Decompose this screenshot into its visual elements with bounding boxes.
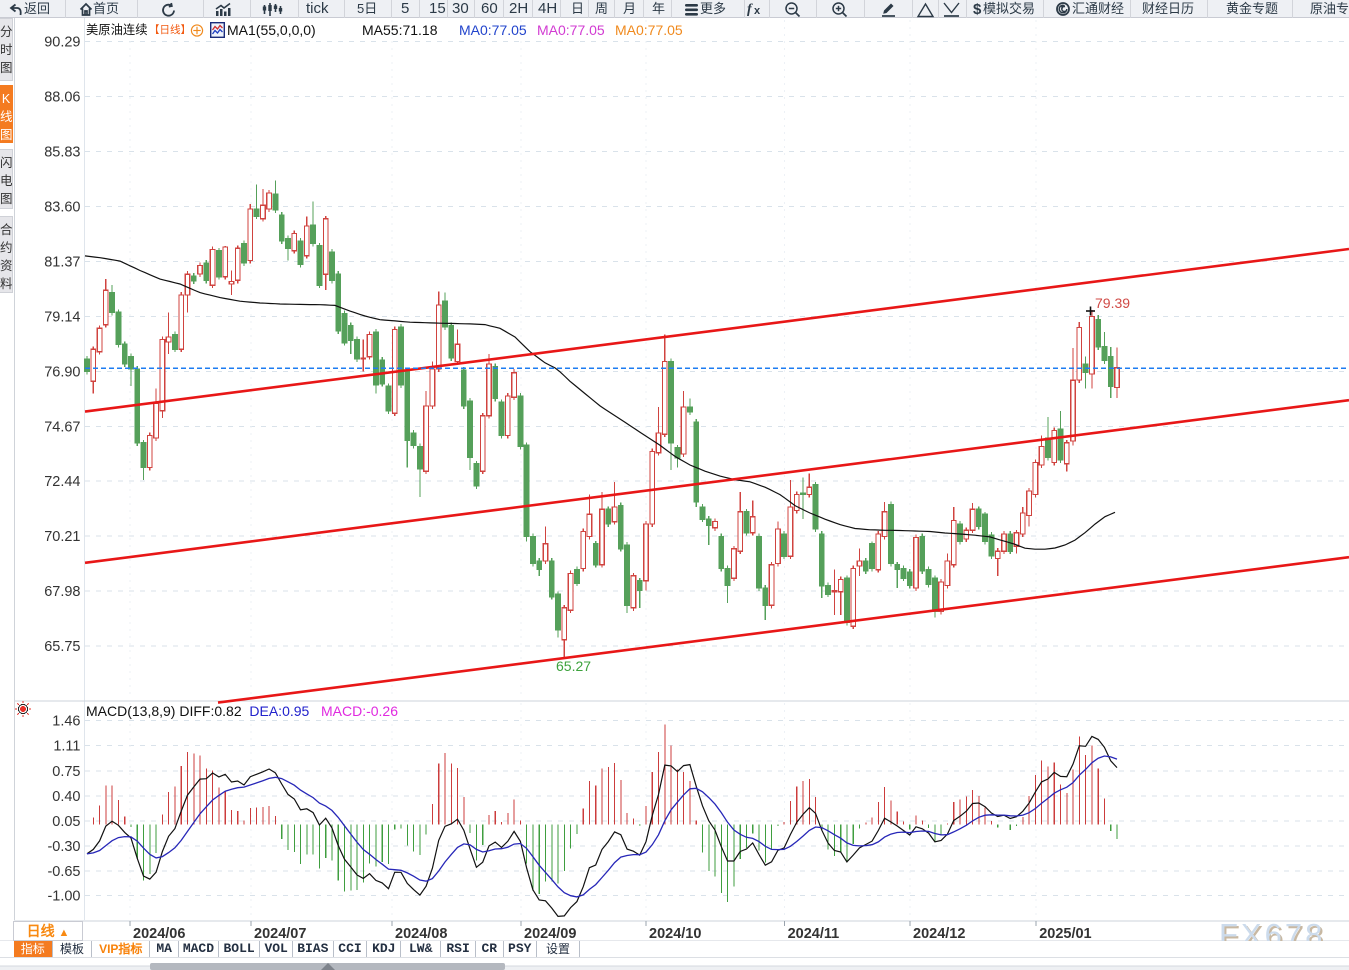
svg-text:85.83: 85.83 bbox=[44, 145, 80, 161]
svg-text:2024/11: 2024/11 bbox=[788, 926, 840, 942]
svg-text:76.90: 76.90 bbox=[44, 364, 80, 380]
svg-text:2024/08: 2024/08 bbox=[395, 926, 447, 942]
svg-text:72.44: 72.44 bbox=[44, 474, 80, 490]
svg-text:74.67: 74.67 bbox=[44, 419, 80, 435]
svg-text:2024/07: 2024/07 bbox=[254, 926, 306, 942]
svg-text:2024/09: 2024/09 bbox=[524, 926, 576, 942]
svg-text:$: $ bbox=[973, 1, 982, 18]
svg-text:81.37: 81.37 bbox=[44, 254, 80, 270]
svg-text:70.21: 70.21 bbox=[44, 529, 80, 545]
svg-text:83.60: 83.60 bbox=[44, 200, 80, 216]
svg-text:65.75: 65.75 bbox=[44, 639, 80, 655]
svg-text:79.14: 79.14 bbox=[44, 309, 80, 325]
svg-text:67.98: 67.98 bbox=[44, 584, 80, 600]
svg-text:2024/12: 2024/12 bbox=[913, 926, 965, 942]
svg-text:0.05: 0.05 bbox=[52, 814, 80, 830]
svg-text:x: x bbox=[754, 5, 761, 17]
svg-text:1.11: 1.11 bbox=[53, 739, 80, 755]
svg-text:2025/01: 2025/01 bbox=[1039, 926, 1091, 942]
svg-text:-0.30: -0.30 bbox=[47, 839, 80, 855]
svg-text:90.29: 90.29 bbox=[44, 35, 80, 51]
svg-text:-0.65: -0.65 bbox=[47, 864, 80, 880]
svg-text:0.75: 0.75 bbox=[52, 764, 80, 780]
svg-text:79.39: 79.39 bbox=[1095, 295, 1130, 311]
svg-text:88.06: 88.06 bbox=[44, 90, 80, 106]
svg-text:f: f bbox=[747, 2, 753, 17]
svg-text:65.27: 65.27 bbox=[556, 658, 591, 674]
svg-text:0.40: 0.40 bbox=[52, 789, 80, 805]
svg-text:2024/10: 2024/10 bbox=[649, 926, 701, 942]
svg-text:2024/06: 2024/06 bbox=[133, 926, 185, 942]
svg-text:1.46: 1.46 bbox=[52, 714, 80, 730]
svg-text:-1.00: -1.00 bbox=[47, 889, 80, 905]
